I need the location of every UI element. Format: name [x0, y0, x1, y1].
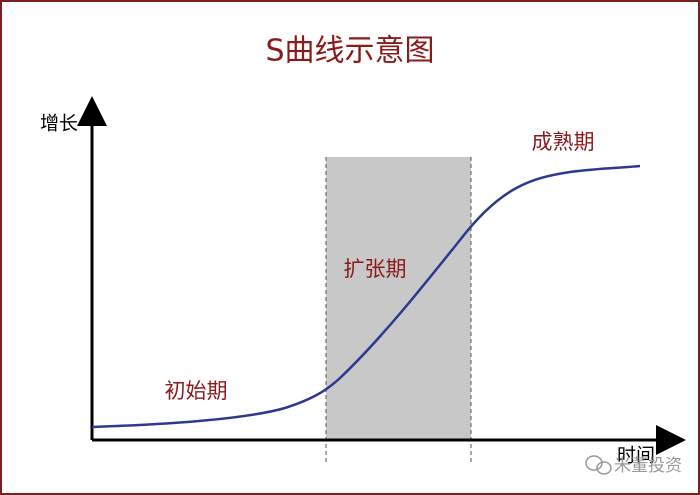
y-axis-label: 增长	[40, 113, 78, 135]
watermark-icon	[585, 455, 612, 475]
s-curve	[91, 164, 641, 429]
x-axis-label: 时间	[617, 445, 655, 467]
title: S曲线示意图	[265, 34, 434, 69]
phase-label: 成熟期	[532, 130, 595, 154]
phase-label: 初始期	[165, 379, 228, 403]
watermark: 米董投资	[614, 456, 682, 476]
phase-label: 扩张期	[344, 257, 407, 281]
expansion-zone	[326, 157, 471, 440]
